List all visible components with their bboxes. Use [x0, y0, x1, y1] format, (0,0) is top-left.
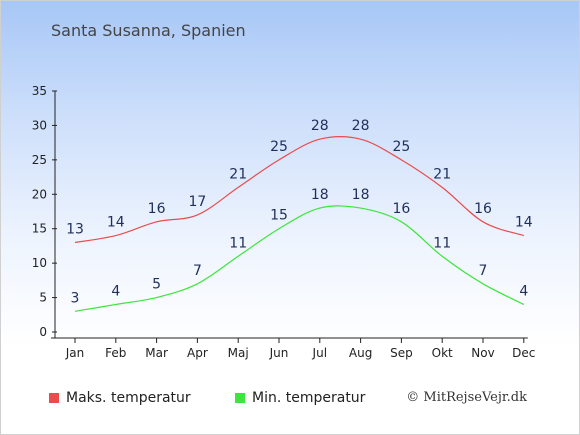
legend-item-min: Min. temperatur [235, 390, 365, 406]
min-data-label: 5 [152, 277, 161, 293]
x-tick-label: Jul [312, 346, 327, 360]
min-temperature-line [74, 205, 525, 312]
min-data-label: 4 [111, 283, 120, 299]
max-data-label: 21 [229, 166, 247, 182]
max-data-label: 28 [311, 118, 329, 134]
x-tick-label: Feb [105, 346, 126, 360]
max-data-label: 25 [392, 139, 410, 155]
legend-item-max: Maks. temperatur [49, 390, 191, 406]
x-tick-label: Apr [187, 346, 208, 360]
min-data-label: 16 [392, 201, 410, 217]
max-data-label: 17 [188, 194, 206, 210]
max-data-label: 21 [433, 166, 451, 182]
min-data-label: 7 [193, 263, 202, 279]
min-data-label: 11 [433, 235, 451, 251]
y-tick-label: 35 [32, 84, 47, 98]
max-data-label: 13 [66, 221, 84, 237]
x-tick-label: Aug [349, 346, 372, 360]
max-data-label: 14 [107, 215, 125, 231]
max-data-label: 14 [515, 215, 533, 231]
x-tick-label: Okt [432, 346, 453, 360]
y-tick-label: 25 [32, 153, 47, 167]
y-tick-label: 10 [32, 256, 47, 270]
x-tick-label: Nov [471, 346, 494, 360]
legend-label-min: Min. temperatur [252, 390, 366, 406]
y-tick-label: 0 [39, 325, 47, 339]
min-data-label: 18 [311, 187, 329, 203]
x-tick-label: Mar [145, 346, 168, 360]
credit-text: © MitRejseVejr.dk [406, 390, 527, 405]
x-tick-label: Sep [390, 346, 413, 360]
min-data-label: 3 [71, 290, 80, 306]
max-data-label: 25 [270, 139, 288, 155]
max-data-label: 16 [148, 201, 166, 217]
x-tick-label: Jan [65, 346, 85, 360]
max-temperature-line [74, 136, 524, 244]
y-tick-label: 15 [32, 222, 47, 236]
y-tick-label: 20 [32, 187, 47, 201]
legend-swatch-max [49, 393, 59, 403]
y-tick-label: 5 [39, 291, 47, 305]
max-data-label: 28 [352, 118, 370, 134]
x-tick-label: Maj [228, 346, 249, 360]
page-title: Santa Susanna, Spanien [51, 21, 246, 40]
legend-label-max: Maks. temperatur [66, 390, 191, 406]
min-data-label: 4 [519, 283, 528, 299]
x-tick-label: Jun [269, 346, 289, 360]
legend-swatch-min [235, 393, 245, 403]
x-tick-label: Dec [512, 346, 535, 360]
max-data-label: 16 [474, 201, 492, 217]
min-data-label: 15 [270, 208, 288, 224]
min-data-label: 7 [479, 263, 488, 279]
y-tick-label: 30 [32, 118, 47, 132]
min-data-label: 18 [352, 187, 370, 203]
min-data-label: 11 [229, 235, 247, 251]
